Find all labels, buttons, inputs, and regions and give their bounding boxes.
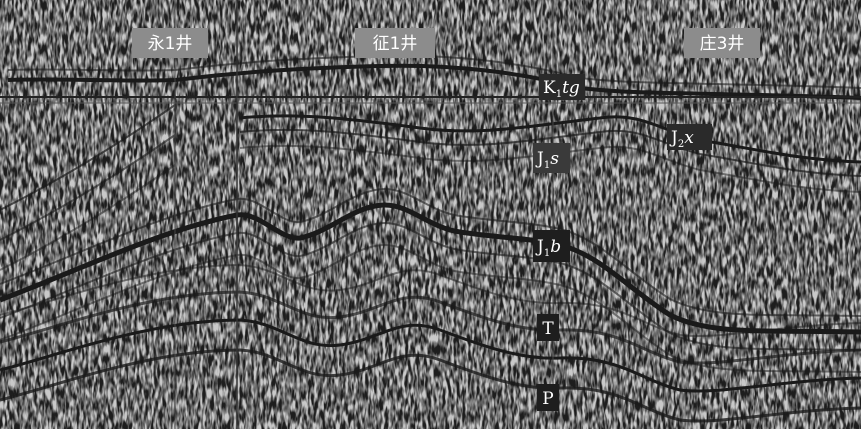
well-label: 庄3井 xyxy=(684,28,760,58)
horizon-label: K1tg xyxy=(539,74,585,100)
well-name: 征1井 xyxy=(373,34,418,54)
well-name: 庄3井 xyxy=(700,34,745,54)
horizon-name: P xyxy=(542,389,553,409)
horizon-label: P xyxy=(537,384,559,411)
horizon-label: J2x xyxy=(667,124,712,150)
well-label: 永1井 xyxy=(132,28,208,58)
well-label: 征1井 xyxy=(355,28,435,58)
horizon-name: K1tg xyxy=(543,78,580,100)
horizon-label: J1s xyxy=(533,143,570,173)
horizon-label: J1b xyxy=(533,230,570,262)
page: {"wells": [{"label": "永1井"}, {"label": "… xyxy=(0,0,861,429)
horizon-name: T xyxy=(542,319,554,339)
horizon-label: T xyxy=(537,314,559,341)
well-name: 永1井 xyxy=(148,34,193,54)
seismic-section: 永1井 征1井 庄3井 K1tg J1s J2x J1b T P xyxy=(0,0,861,429)
